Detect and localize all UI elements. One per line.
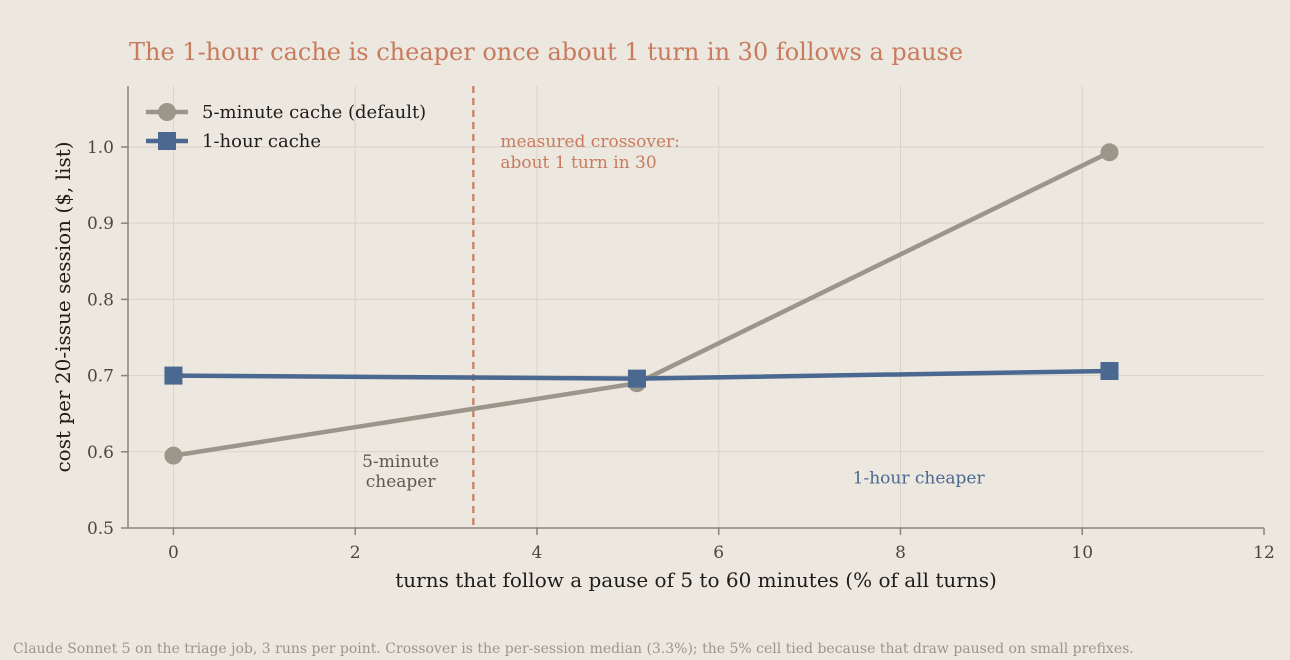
x-tick-label: 0	[168, 543, 179, 563]
tick-labels: 0 2 4 6 8 10 12 0.5 0.6 0.7 0.8 0.9 1.0	[87, 138, 1275, 563]
x-tick-label: 6	[713, 543, 724, 563]
legend-marker	[158, 103, 176, 121]
crossover-label: measured crossover:	[500, 132, 680, 152]
series-layer	[164, 143, 1119, 465]
legend-label: 5-minute cache (default)	[202, 102, 426, 123]
y-tick-label: 1.0	[87, 138, 114, 158]
x-tick-label: 10	[1071, 543, 1093, 563]
x-tick-label: 2	[350, 543, 361, 563]
y-tick-label: 0.9	[87, 214, 114, 234]
y-tick-label: 0.6	[87, 443, 114, 463]
y-axis-label: cost per 20-issue session ($, list)	[51, 141, 75, 472]
legend: 5-minute cache (default) 1-hour cache	[146, 102, 426, 152]
data-point	[1100, 143, 1119, 162]
series-line-1	[171, 150, 1112, 458]
x-tick-label: 4	[532, 543, 543, 563]
legend-marker	[158, 132, 176, 150]
chart-title: The 1-hour cache is cheaper once about 1…	[129, 38, 963, 66]
region-label: cheaper	[366, 472, 437, 492]
axes-layer	[121, 86, 1265, 535]
region-label: 5-minute	[362, 452, 439, 472]
y-tick-label: 0.5	[87, 519, 114, 539]
x-tick-label: 8	[895, 543, 906, 563]
x-tick-label: 12	[1253, 543, 1275, 563]
data-point	[1100, 362, 1119, 381]
data-point	[627, 369, 646, 388]
crossover-marker: measured crossover:about 1 turn in 30	[472, 86, 680, 528]
footer-note: Claude Sonnet 5 on the triage job, 3 run…	[13, 641, 1134, 657]
y-tick-label: 0.7	[87, 367, 114, 387]
region-label: 1-hour cheaper	[853, 469, 986, 489]
crossover-label: about 1 turn in 30	[500, 153, 656, 173]
x-axis-label: turns that follow a pause of 5 to 60 min…	[395, 568, 997, 592]
data-point	[164, 446, 183, 465]
grid-layer	[128, 86, 1264, 528]
data-point	[164, 366, 183, 385]
legend-label: 1-hour cache	[202, 131, 321, 152]
y-tick-label: 0.8	[87, 290, 114, 310]
